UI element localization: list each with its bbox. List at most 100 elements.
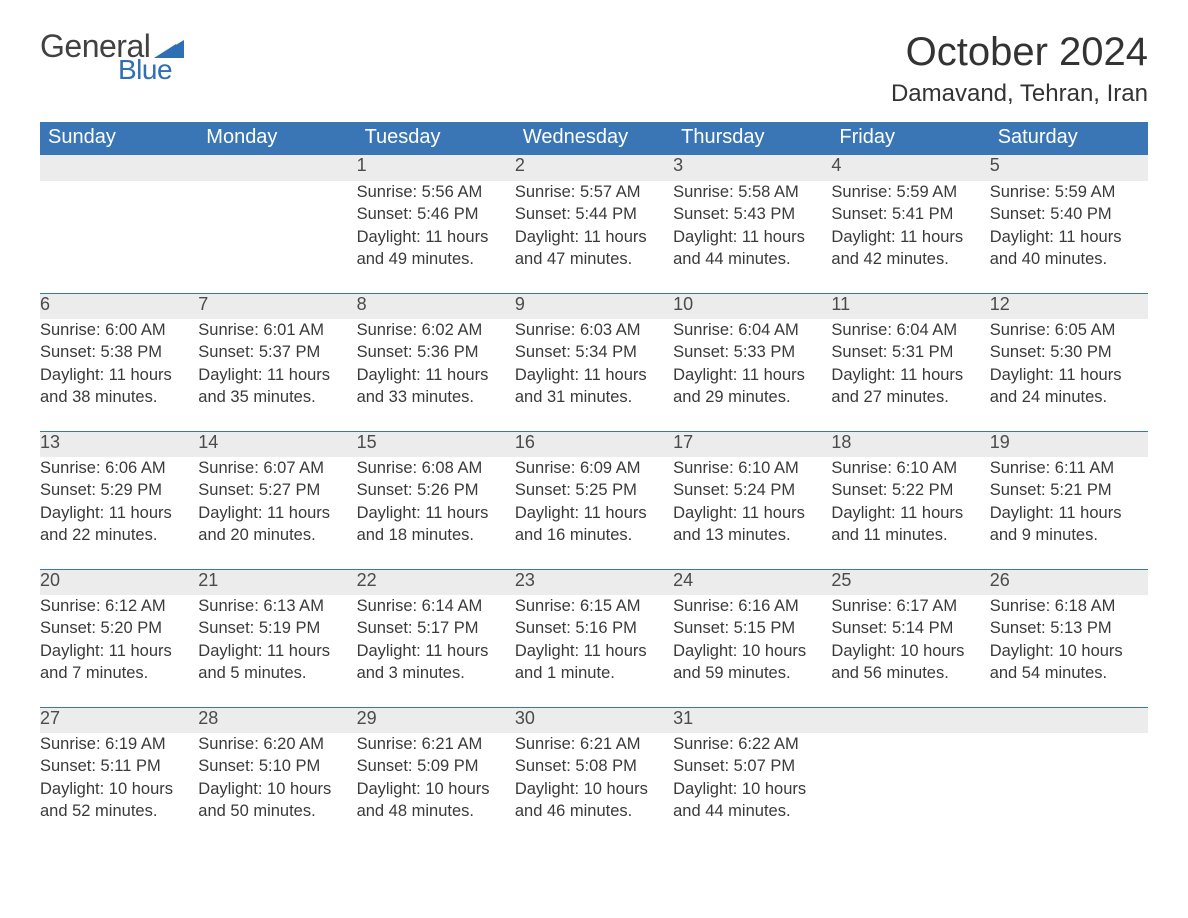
day-body-cell: Sunrise: 6:21 AMSunset: 5:09 PMDaylight:… — [357, 733, 515, 845]
day-body-cell: Sunrise: 5:59 AMSunset: 5:40 PMDaylight:… — [990, 181, 1148, 293]
day-number-cell: 7 — [198, 293, 356, 319]
sunrise-text: Sunrise: 6:00 AM — [40, 319, 198, 341]
daylight-line1: Daylight: 11 hours — [515, 640, 673, 662]
sunset-text: Sunset: 5:19 PM — [198, 617, 356, 639]
sunrise-text: Sunrise: 5:59 AM — [831, 181, 989, 203]
dow-saturday: Saturday — [990, 122, 1148, 155]
dow-monday: Monday — [198, 122, 356, 155]
sunrise-text: Sunrise: 6:02 AM — [357, 319, 515, 341]
sunset-text: Sunset: 5:40 PM — [990, 203, 1148, 225]
daylight-line1: Daylight: 11 hours — [198, 364, 356, 386]
day-body-cell — [831, 733, 989, 845]
day-body-cell — [990, 733, 1148, 845]
daylight-line2: and 1 minute. — [515, 662, 673, 684]
day-number-cell: 3 — [673, 155, 831, 181]
day-number: 14 — [198, 432, 218, 452]
sunrise-text: Sunrise: 6:13 AM — [198, 595, 356, 617]
day-number-cell — [40, 155, 198, 181]
sunrise-text: Sunrise: 6:15 AM — [515, 595, 673, 617]
sunrise-text: Sunrise: 6:10 AM — [831, 457, 989, 479]
daylight-line1: Daylight: 11 hours — [990, 502, 1148, 524]
day-body-cell: Sunrise: 6:01 AMSunset: 5:37 PMDaylight:… — [198, 319, 356, 431]
day-number-cell: 11 — [831, 293, 989, 319]
sunset-text: Sunset: 5:41 PM — [831, 203, 989, 225]
sunset-text: Sunset: 5:33 PM — [673, 341, 831, 363]
daylight-line2: and 44 minutes. — [673, 248, 831, 270]
sunrise-text: Sunrise: 5:59 AM — [990, 181, 1148, 203]
sunrise-text: Sunrise: 6:09 AM — [515, 457, 673, 479]
week-daybody-row: Sunrise: 6:19 AMSunset: 5:11 PMDaylight:… — [40, 733, 1148, 845]
day-number-cell — [990, 707, 1148, 733]
sunrise-text: Sunrise: 6:06 AM — [40, 457, 198, 479]
day-number-cell — [198, 155, 356, 181]
day-number-cell: 16 — [515, 431, 673, 457]
day-number: 13 — [40, 432, 60, 452]
day-number: 2 — [515, 155, 525, 175]
day-number: 12 — [990, 294, 1010, 314]
daylight-line1: Daylight: 11 hours — [673, 226, 831, 248]
daylight-line2: and 47 minutes. — [515, 248, 673, 270]
day-number-cell: 18 — [831, 431, 989, 457]
day-number-cell: 23 — [515, 569, 673, 595]
sunset-text: Sunset: 5:08 PM — [515, 755, 673, 777]
daylight-line2: and 56 minutes. — [831, 662, 989, 684]
day-number-cell: 24 — [673, 569, 831, 595]
daylight-line2: and 20 minutes. — [198, 524, 356, 546]
daylight-line2: and 46 minutes. — [515, 800, 673, 822]
daylight-line2: and 42 minutes. — [831, 248, 989, 270]
day-body-cell: Sunrise: 5:57 AMSunset: 5:44 PMDaylight:… — [515, 181, 673, 293]
sunrise-text: Sunrise: 6:16 AM — [673, 595, 831, 617]
sunset-text: Sunset: 5:37 PM — [198, 341, 356, 363]
daylight-line2: and 52 minutes. — [40, 800, 198, 822]
day-number: 27 — [40, 708, 60, 728]
sunrise-text: Sunrise: 6:11 AM — [990, 457, 1148, 479]
day-body-cell: Sunrise: 5:56 AMSunset: 5:46 PMDaylight:… — [357, 181, 515, 293]
daylight-line1: Daylight: 11 hours — [831, 502, 989, 524]
day-number: 15 — [357, 432, 377, 452]
logo: General Blue — [40, 30, 184, 84]
day-body-cell: Sunrise: 6:14 AMSunset: 5:17 PMDaylight:… — [357, 595, 515, 707]
week-daynum-row: 13141516171819 — [40, 431, 1148, 457]
day-number-cell — [831, 707, 989, 733]
daylight-line1: Daylight: 11 hours — [515, 364, 673, 386]
day-number-cell: 8 — [357, 293, 515, 319]
daylight-line1: Daylight: 11 hours — [40, 640, 198, 662]
sunrise-text: Sunrise: 6:08 AM — [357, 457, 515, 479]
daylight-line1: Daylight: 11 hours — [357, 364, 515, 386]
day-number-cell: 20 — [40, 569, 198, 595]
daylight-line2: and 9 minutes. — [990, 524, 1148, 546]
dow-friday: Friday — [831, 122, 989, 155]
day-body-cell: Sunrise: 6:04 AMSunset: 5:31 PMDaylight:… — [831, 319, 989, 431]
sunset-text: Sunset: 5:20 PM — [40, 617, 198, 639]
daylight-line1: Daylight: 10 hours — [40, 778, 198, 800]
sunrise-text: Sunrise: 6:22 AM — [673, 733, 831, 755]
sunset-text: Sunset: 5:13 PM — [990, 617, 1148, 639]
day-number: 29 — [357, 708, 377, 728]
sunset-text: Sunset: 5:17 PM — [357, 617, 515, 639]
day-number-cell: 25 — [831, 569, 989, 595]
page-title: October 2024 — [891, 30, 1148, 74]
sunrise-text: Sunrise: 5:58 AM — [673, 181, 831, 203]
daylight-line1: Daylight: 11 hours — [40, 502, 198, 524]
sunset-text: Sunset: 5:43 PM — [673, 203, 831, 225]
sunrise-text: Sunrise: 6:10 AM — [673, 457, 831, 479]
day-body-cell: Sunrise: 6:02 AMSunset: 5:36 PMDaylight:… — [357, 319, 515, 431]
sunset-text: Sunset: 5:26 PM — [357, 479, 515, 501]
day-body-cell: Sunrise: 6:05 AMSunset: 5:30 PMDaylight:… — [990, 319, 1148, 431]
day-body-cell: Sunrise: 6:08 AMSunset: 5:26 PMDaylight:… — [357, 457, 515, 569]
week-daynum-row: 2728293031 — [40, 707, 1148, 733]
day-body-cell: Sunrise: 6:04 AMSunset: 5:33 PMDaylight:… — [673, 319, 831, 431]
day-body-cell: Sunrise: 6:21 AMSunset: 5:08 PMDaylight:… — [515, 733, 673, 845]
daylight-line2: and 27 minutes. — [831, 386, 989, 408]
sunset-text: Sunset: 5:22 PM — [831, 479, 989, 501]
sunset-text: Sunset: 5:34 PM — [515, 341, 673, 363]
week-daybody-row: Sunrise: 6:06 AMSunset: 5:29 PMDaylight:… — [40, 457, 1148, 569]
calendar-body: 12345Sunrise: 5:56 AMSunset: 5:46 PMDayl… — [40, 155, 1148, 845]
sunset-text: Sunset: 5:38 PM — [40, 341, 198, 363]
day-body-cell — [198, 181, 356, 293]
day-body-cell: Sunrise: 6:17 AMSunset: 5:14 PMDaylight:… — [831, 595, 989, 707]
day-number: 20 — [40, 570, 60, 590]
day-number: 22 — [357, 570, 377, 590]
day-number-cell: 6 — [40, 293, 198, 319]
daylight-line2: and 3 minutes. — [357, 662, 515, 684]
